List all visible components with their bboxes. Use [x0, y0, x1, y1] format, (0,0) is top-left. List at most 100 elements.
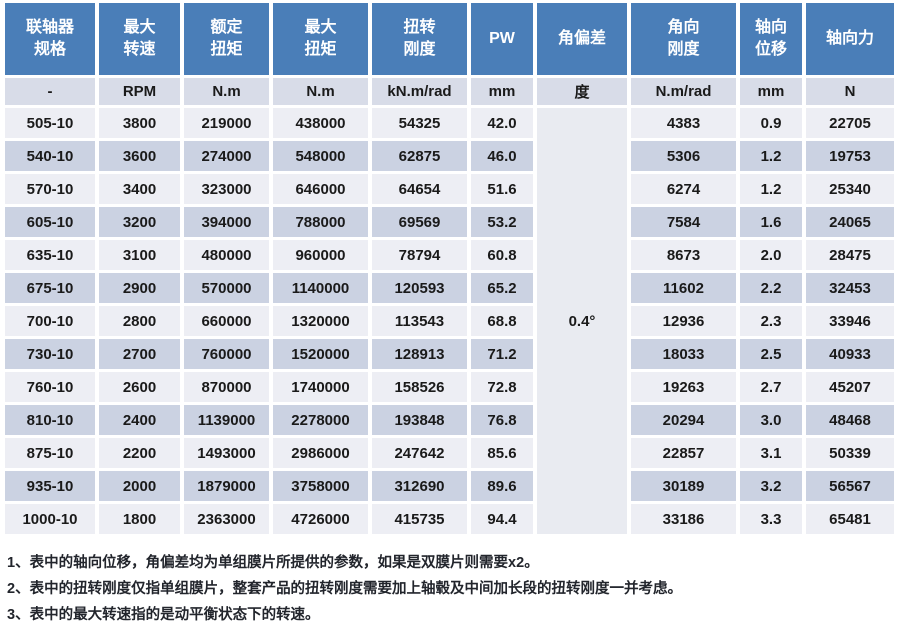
cell-pw: 71.2 [471, 339, 533, 369]
col-header-axial_displacement: 轴向 位移 [740, 3, 802, 75]
unit-rated_torque: N.m [184, 78, 269, 105]
cell-max_speed: 2900 [99, 273, 180, 303]
cell-max_speed: 3100 [99, 240, 180, 270]
cell-pw: 46.0 [471, 141, 533, 171]
cell-max_torque: 1740000 [273, 372, 368, 402]
cell-torsional_stiffness: 193848 [372, 405, 467, 435]
cell-torsional_stiffness: 113543 [372, 306, 467, 336]
cell-pw: 85.6 [471, 438, 533, 468]
cell-angular_stiffness: 12936 [631, 306, 736, 336]
cell-rated_torque: 760000 [184, 339, 269, 369]
cell-angular_stiffness: 22857 [631, 438, 736, 468]
col-header-rated_torque: 额定 扭矩 [184, 3, 269, 75]
unit-angular_deviation: 度 [537, 78, 627, 105]
cell-max_speed: 3800 [99, 108, 180, 138]
cell-spec: 875-10 [5, 438, 95, 468]
cell-axial_displacement: 2.3 [740, 306, 802, 336]
spec-table: 联轴器 规格 最大 转速 额定 扭矩 最大 扭矩 扭转 刚度 PW 角偏差 角向 刚度 轴向 位… [1, 0, 898, 537]
cell-rated_torque: 570000 [184, 273, 269, 303]
cell-pw: 42.0 [471, 108, 533, 138]
cell-angular_stiffness: 7584 [631, 207, 736, 237]
cell-pw: 76.8 [471, 405, 533, 435]
cell-axial_displacement: 3.3 [740, 504, 802, 534]
cell-max_speed: 2700 [99, 339, 180, 369]
cell-max_speed: 3600 [99, 141, 180, 171]
cell-max_torque: 1320000 [273, 306, 368, 336]
cell-spec: 935-10 [5, 471, 95, 501]
footnote-2: 2、表中的扭转刚度仅指单组膜片，整套产品的扭转刚度需要加上轴毂及中间加长段的扭转… [7, 581, 683, 597]
cell-max_torque: 646000 [273, 174, 368, 204]
cell-max_torque: 2278000 [273, 405, 368, 435]
table-row: 810-10 2400 1139000 2278000 193848 76.8 20294 3… [5, 405, 894, 435]
cell-spec: 540-10 [5, 141, 95, 171]
table-row: 675-10 2900 570000 1140000 120593 65.2 11602 2.… [5, 273, 894, 303]
cell-pw: 68.8 [471, 306, 533, 336]
cell-angular_stiffness: 8673 [631, 240, 736, 270]
cell-pw: 94.4 [471, 504, 533, 534]
cell-angular_stiffness: 11602 [631, 273, 736, 303]
cell-max_speed: 3200 [99, 207, 180, 237]
cell-pw: 72.8 [471, 372, 533, 402]
cell-axial_displacement: 1.6 [740, 207, 802, 237]
cell-angular_stiffness: 20294 [631, 405, 736, 435]
unit-spec: - [5, 78, 95, 105]
cell-pw: 53.2 [471, 207, 533, 237]
cell-axial_force: 19753 [806, 141, 894, 171]
cell-rated_torque: 1879000 [184, 471, 269, 501]
cell-torsional_stiffness: 247642 [372, 438, 467, 468]
cell-rated_torque: 660000 [184, 306, 269, 336]
table-row: 730-10 2700 760000 1520000 128913 71.2 18033 2.… [5, 339, 894, 369]
cell-torsional_stiffness: 62875 [372, 141, 467, 171]
col-header-pw: PW [471, 3, 533, 75]
cell-torsional_stiffness: 158526 [372, 372, 467, 402]
cell-rated_torque: 323000 [184, 174, 269, 204]
cell-axial_displacement: 1.2 [740, 141, 802, 171]
cell-torsional_stiffness: 312690 [372, 471, 467, 501]
col-header-angular_stiffness: 角向 刚度 [631, 3, 736, 75]
cell-axial_force: 50339 [806, 438, 894, 468]
cell-angular_stiffness: 19263 [631, 372, 736, 402]
cell-max_torque: 2986000 [273, 438, 368, 468]
cell-spec: 675-10 [5, 273, 95, 303]
cell-torsional_stiffness: 64654 [372, 174, 467, 204]
cell-angular_deviation: 0.4° [537, 108, 627, 534]
unit-pw: mm [471, 78, 533, 105]
cell-rated_torque: 1493000 [184, 438, 269, 468]
cell-spec: 605-10 [5, 207, 95, 237]
table-row: 635-10 3100 480000 960000 78794 60.8 8673 2.0 28… [5, 240, 894, 270]
cell-pw: 65.2 [471, 273, 533, 303]
cell-pw: 89.6 [471, 471, 533, 501]
cell-axial_force: 24065 [806, 207, 894, 237]
cell-torsional_stiffness: 415735 [372, 504, 467, 534]
cell-max_speed: 2600 [99, 372, 180, 402]
cell-axial_displacement: 0.9 [740, 108, 802, 138]
cell-spec: 1000-10 [5, 504, 95, 534]
cell-max_torque: 3758000 [273, 471, 368, 501]
cell-rated_torque: 870000 [184, 372, 269, 402]
table-row: 570-10 3400 323000 646000 64654 51.6 6274 1.2 25… [5, 174, 894, 204]
cell-rated_torque: 394000 [184, 207, 269, 237]
cell-max_speed: 2200 [99, 438, 180, 468]
cell-spec: 700-10 [5, 306, 95, 336]
cell-torsional_stiffness: 128913 [372, 339, 467, 369]
cell-max_speed: 1800 [99, 504, 180, 534]
unit-max_torque: N.m [273, 78, 368, 105]
cell-max_torque: 960000 [273, 240, 368, 270]
cell-axial_force: 40933 [806, 339, 894, 369]
cell-angular_stiffness: 5306 [631, 141, 736, 171]
cell-rated_torque: 2363000 [184, 504, 269, 534]
cell-axial_displacement: 2.2 [740, 273, 802, 303]
table-row: 605-10 3200 394000 788000 69569 53.2 7584 1.6 24… [5, 207, 894, 237]
col-header-axial_force: 轴向力 [806, 3, 894, 75]
cell-axial_force: 65481 [806, 504, 894, 534]
cell-spec: 635-10 [5, 240, 95, 270]
cell-max_speed: 2800 [99, 306, 180, 336]
cell-pw: 60.8 [471, 240, 533, 270]
cell-max_speed: 3400 [99, 174, 180, 204]
cell-angular_stiffness: 6274 [631, 174, 736, 204]
cell-axial_displacement: 3.2 [740, 471, 802, 501]
cell-max_torque: 788000 [273, 207, 368, 237]
cell-axial_force: 48468 [806, 405, 894, 435]
cell-axial_force: 28475 [806, 240, 894, 270]
